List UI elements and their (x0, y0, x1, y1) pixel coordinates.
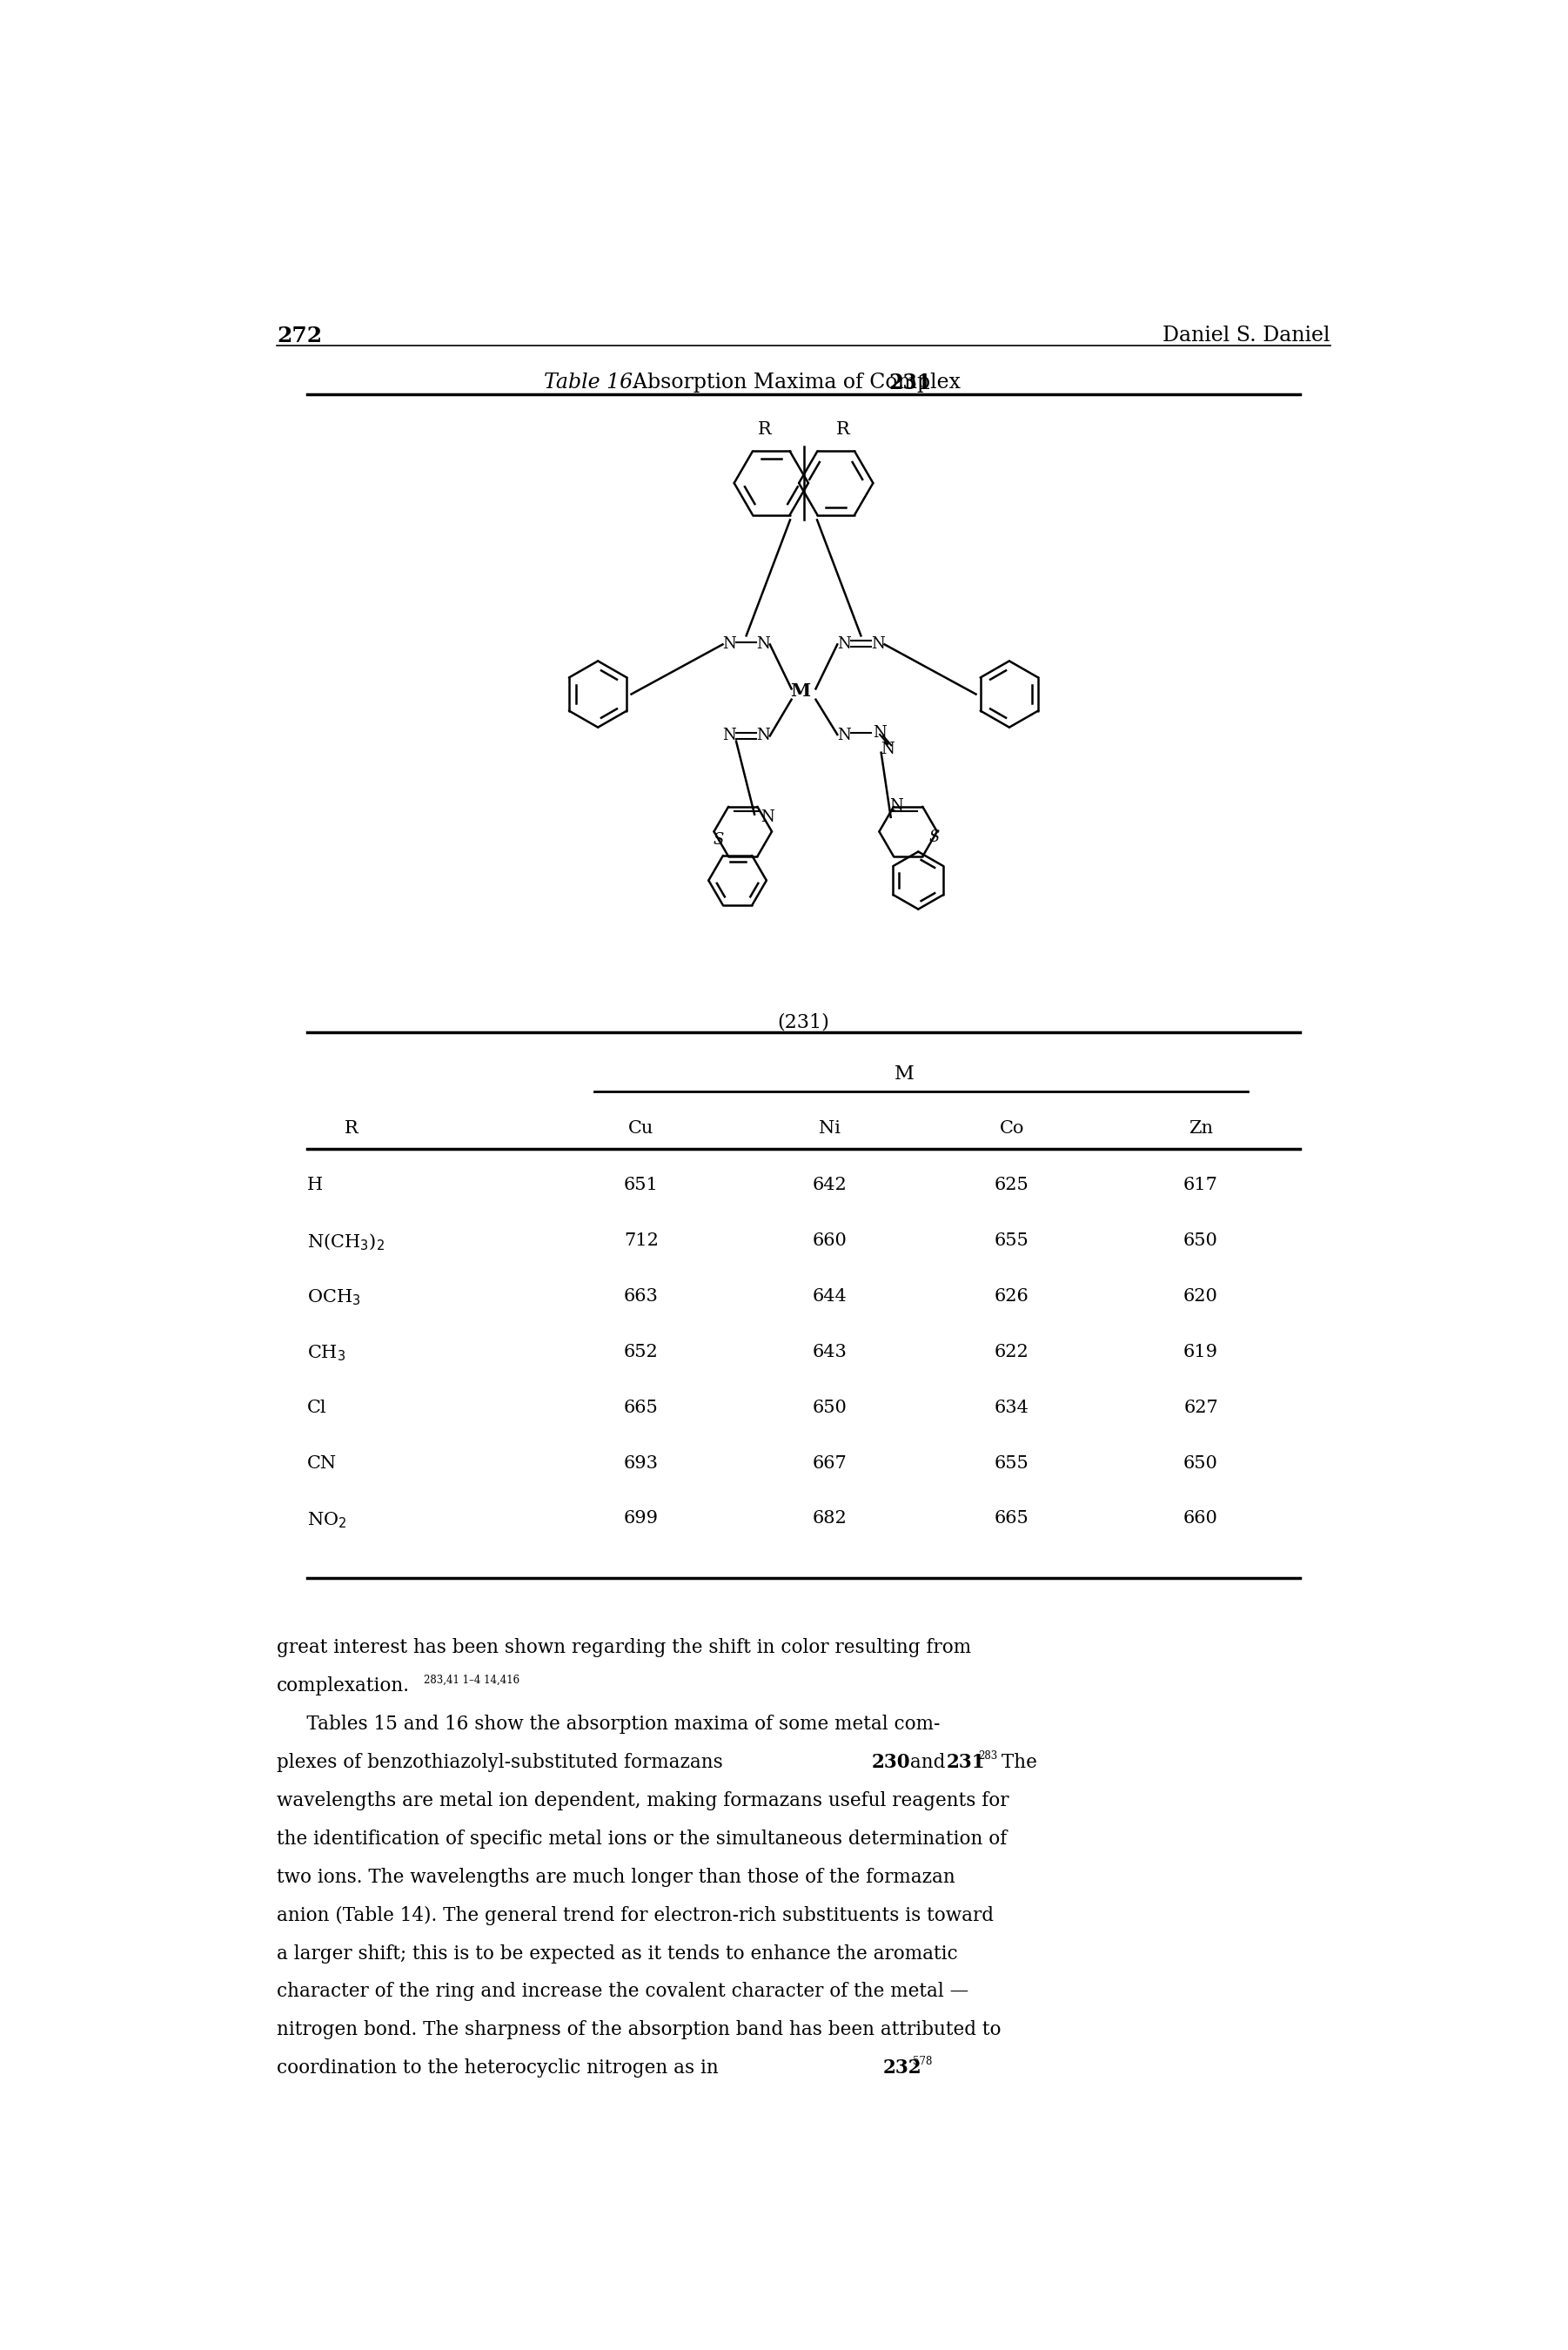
Text: coordination to the heterocyclic nitrogen as in: coordination to the heterocyclic nitroge… (278, 2059, 724, 2077)
Text: 660: 660 (812, 1231, 847, 1248)
Text: 665: 665 (994, 1511, 1029, 1528)
Text: The: The (996, 1753, 1036, 1772)
Text: the identification of specific metal ions or the simultaneous determination of: the identification of specific metal ion… (278, 1828, 1007, 1849)
Text: M: M (894, 1065, 914, 1083)
Text: nitrogen bond. The sharpness of the absorption band has been attributed to: nitrogen bond. The sharpness of the abso… (278, 2021, 1002, 2040)
Text: (231): (231) (778, 1013, 829, 1032)
Text: NO$_2$: NO$_2$ (307, 1511, 347, 1530)
Text: Absorption Maxima of Complex: Absorption Maxima of Complex (619, 374, 967, 392)
Text: N: N (756, 637, 770, 653)
Text: 655: 655 (994, 1455, 1029, 1471)
Text: 617: 617 (1184, 1177, 1218, 1194)
Text: character of the ring and increase the covalent character of the metal —: character of the ring and increase the c… (278, 1983, 969, 2002)
Text: S: S (928, 830, 939, 846)
Text: N: N (723, 728, 737, 743)
Text: 578: 578 (913, 2056, 933, 2068)
Text: CN: CN (307, 1455, 337, 1471)
Text: N: N (723, 637, 737, 653)
Text: 232: 232 (883, 2059, 922, 2077)
Text: N: N (889, 799, 903, 813)
Text: 655: 655 (994, 1231, 1029, 1248)
Text: 663: 663 (624, 1288, 659, 1304)
Text: and: and (905, 1753, 952, 1772)
Text: N: N (760, 808, 775, 825)
Text: 231: 231 (889, 374, 931, 392)
Text: 650: 650 (1184, 1231, 1218, 1248)
Text: 665: 665 (624, 1398, 659, 1415)
Text: R: R (836, 421, 850, 437)
Text: 283: 283 (978, 1751, 997, 1762)
Text: 693: 693 (624, 1455, 659, 1471)
Text: 622: 622 (994, 1344, 1029, 1361)
Text: 619: 619 (1184, 1344, 1218, 1361)
Text: 644: 644 (812, 1288, 847, 1304)
Text: N: N (837, 728, 851, 743)
Text: 634: 634 (994, 1398, 1029, 1415)
Text: N: N (756, 728, 770, 743)
Text: 660: 660 (1184, 1511, 1218, 1528)
Text: Cl: Cl (307, 1398, 328, 1415)
Text: 620: 620 (1184, 1288, 1218, 1304)
Text: 272: 272 (278, 327, 323, 345)
Text: N(CH$_3$)$_2$: N(CH$_3$)$_2$ (307, 1231, 384, 1253)
Text: Ni: Ni (818, 1119, 840, 1137)
Text: two ions. The wavelengths are much longer than those of the formazan: two ions. The wavelengths are much longe… (278, 1868, 955, 1887)
Text: great interest has been shown regarding the shift in color resulting from: great interest has been shown regarding … (278, 1638, 972, 1657)
Text: N: N (873, 724, 886, 740)
Text: 650: 650 (1184, 1455, 1218, 1471)
Text: 699: 699 (624, 1511, 659, 1528)
Text: 283,41 1–4 14,416: 283,41 1–4 14,416 (423, 1673, 519, 1685)
Text: N: N (837, 637, 851, 653)
Text: 642: 642 (812, 1177, 847, 1194)
Text: R: R (757, 421, 771, 437)
Text: H: H (307, 1177, 323, 1194)
Text: complexation.: complexation. (278, 1676, 411, 1697)
Text: 712: 712 (624, 1231, 659, 1248)
Text: 627: 627 (1184, 1398, 1218, 1415)
Text: Table 16.: Table 16. (544, 374, 640, 392)
Text: anion (Table 14). The general trend for electron-rich substituents is toward: anion (Table 14). The general trend for … (278, 1906, 994, 1925)
Text: Cu: Cu (629, 1119, 654, 1137)
Text: wavelengths are metal ion dependent, making formazans useful reagents for: wavelengths are metal ion dependent, mak… (278, 1791, 1010, 1810)
Text: CH$_3$: CH$_3$ (307, 1344, 347, 1363)
Text: 682: 682 (812, 1511, 847, 1528)
Text: R: R (345, 1119, 358, 1137)
Text: plexes of benzothiazolyl-substituted formazans: plexes of benzothiazolyl-substituted for… (278, 1753, 729, 1772)
Text: S: S (713, 832, 724, 848)
Text: Zn: Zn (1189, 1119, 1214, 1137)
Text: 626: 626 (994, 1288, 1029, 1304)
Text: Tables 15 and 16 show the absorption maxima of some metal com-: Tables 15 and 16 show the absorption max… (278, 1716, 941, 1734)
Text: M: M (790, 682, 811, 700)
Text: 625: 625 (994, 1177, 1029, 1194)
Text: N: N (870, 637, 884, 653)
Text: 643: 643 (812, 1344, 847, 1361)
Text: 652: 652 (624, 1344, 659, 1361)
Text: 231: 231 (947, 1753, 985, 1772)
Text: Co: Co (1000, 1119, 1024, 1137)
Text: 667: 667 (812, 1455, 847, 1471)
Text: Daniel S. Daniel: Daniel S. Daniel (1163, 327, 1330, 345)
Text: 651: 651 (624, 1177, 659, 1194)
Text: 230: 230 (872, 1753, 911, 1772)
Text: OCH$_3$: OCH$_3$ (307, 1288, 361, 1307)
Text: 650: 650 (812, 1398, 847, 1415)
Text: a larger shift; this is to be expected as it tends to enhance the aromatic: a larger shift; this is to be expected a… (278, 1943, 958, 1962)
Text: N: N (881, 743, 895, 757)
